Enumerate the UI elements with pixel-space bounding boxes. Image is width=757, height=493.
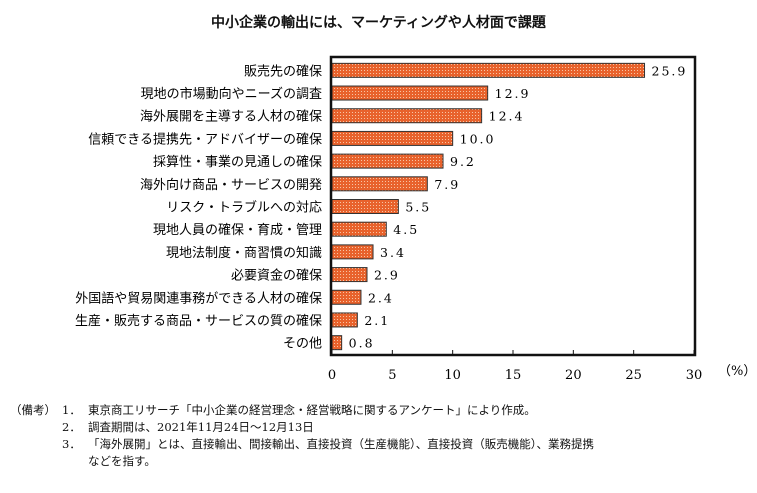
bar bbox=[331, 335, 343, 351]
note-2: 2． 調査期間は、2021年11月24日～12月13日 bbox=[10, 419, 594, 436]
note-number: 3． bbox=[62, 437, 81, 451]
category-label: リスク・トラブルへの対応 bbox=[166, 200, 322, 216]
category-label: 採算性・事業の見通しの確保 bbox=[153, 154, 322, 170]
note-text: 調査期間は、2021年11月24日～12月13日 bbox=[88, 420, 314, 434]
category-label: 現地の市場動向やニーズの調査 bbox=[141, 86, 322, 102]
data-label: 12.4 bbox=[489, 109, 525, 124]
chart-title: 中小企業の輸出には、マーケティングや人材面で課題 bbox=[211, 15, 546, 31]
data-label: 2.9 bbox=[374, 268, 400, 283]
note-number: 1． bbox=[62, 403, 81, 417]
bar bbox=[331, 199, 399, 214]
data-label: 4.5 bbox=[393, 222, 419, 237]
bar bbox=[331, 244, 374, 260]
category-label: その他 bbox=[283, 337, 322, 352]
data-label: 25.9 bbox=[652, 63, 688, 78]
bar bbox=[331, 85, 489, 101]
note-1: （備考） 1． 東京商工リサーチ「中小企業の経営理念・経営戦略に関するアンケート… bbox=[10, 402, 594, 419]
category-label: 海外展開を主導する人材の確保 bbox=[140, 109, 322, 125]
category-label: 販売先の確保 bbox=[244, 63, 322, 79]
bar bbox=[331, 221, 387, 237]
data-label: 12.9 bbox=[495, 86, 531, 101]
category-label: 外国語や貿易関連事務ができる人材の確保 bbox=[75, 290, 322, 306]
category-label: 必要資金の確保 bbox=[231, 268, 322, 284]
note-text: 「海外展開」とは、直接輸出、間接輸出、直接投資（生産機能）、直接投資（販売機能）… bbox=[88, 437, 594, 451]
note-number: 2． bbox=[62, 420, 81, 434]
unit-label: （%） bbox=[718, 364, 756, 379]
category-label: 海外向け商品・サービスの開発 bbox=[140, 177, 322, 193]
bar bbox=[331, 62, 646, 78]
x-tick-label: 20 bbox=[565, 368, 582, 383]
data-label: 9.2 bbox=[450, 154, 476, 169]
category-label: 信頼できる提携先・アドバイザーの確保 bbox=[88, 131, 322, 147]
data-label: 7.9 bbox=[434, 177, 460, 192]
bar bbox=[331, 267, 368, 283]
bar bbox=[331, 289, 362, 305]
note-3: 3． 「海外展開」とは、直接輸出、間接輸出、直接投資（生産機能）、直接投資（販売… bbox=[10, 436, 594, 453]
data-label: 10.0 bbox=[460, 131, 496, 146]
category-label: 現地法制度・商習慣の知識 bbox=[166, 245, 322, 261]
data-label: 0.8 bbox=[349, 336, 375, 351]
data-label: 5.5 bbox=[405, 200, 431, 215]
data-label: 3.4 bbox=[380, 245, 406, 260]
bar bbox=[331, 312, 358, 328]
note-prefix: （備考） bbox=[10, 403, 56, 417]
x-tick-label: 25 bbox=[625, 368, 642, 383]
data-label: 2.4 bbox=[368, 290, 394, 305]
x-tick-label: 10 bbox=[444, 368, 461, 383]
bar bbox=[331, 176, 428, 192]
bar bbox=[331, 153, 444, 169]
x-tick-label: 0 bbox=[328, 368, 336, 383]
note-3-continuation: などを指す。 bbox=[88, 454, 156, 468]
bar-chart: 25.9 販売先の確保 12.9 現地の市場動向やニーズの調査 12.4 海外展開を主導す… bbox=[75, 55, 756, 383]
data-label: 2.1 bbox=[364, 313, 390, 328]
category-label: 現地人員の確保・育成・管理 bbox=[153, 222, 322, 238]
x-tick-label: 5 bbox=[388, 368, 396, 383]
bar bbox=[331, 108, 483, 124]
note-text: 東京商工リサーチ「中小企業の経営理念・経営戦略に関するアンケート」により作成。 bbox=[88, 403, 536, 417]
category-label: 生産・販売する商品・サービスの質の確保 bbox=[75, 313, 322, 329]
notes: （備考） 1． 東京商工リサーチ「中小企業の経営理念・経営戦略に関するアンケート… bbox=[10, 402, 594, 470]
bar bbox=[331, 130, 454, 146]
x-tick-label: 15 bbox=[505, 368, 522, 383]
x-tick-label: 30 bbox=[686, 368, 703, 383]
